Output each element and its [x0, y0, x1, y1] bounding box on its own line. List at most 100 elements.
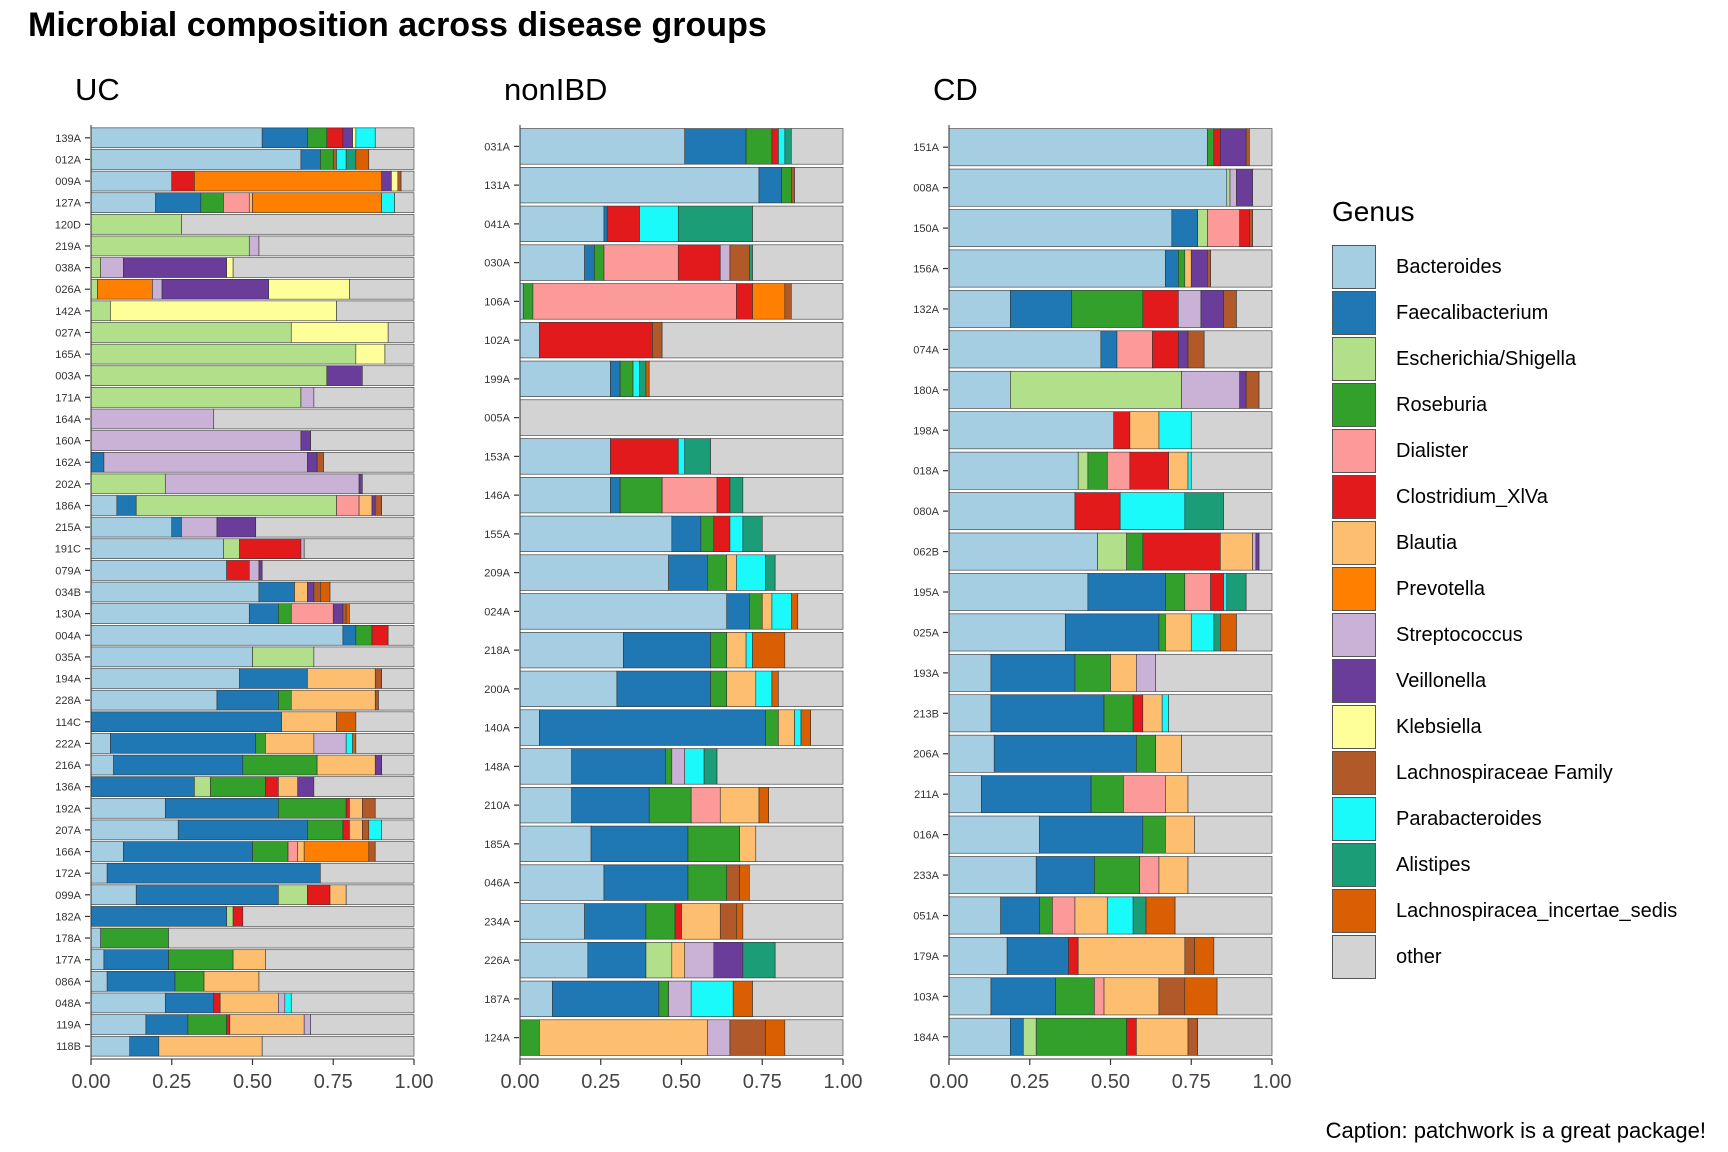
bar-segment — [948, 532, 1098, 571]
bar-segment — [90, 1035, 131, 1057]
bar-segment — [313, 581, 321, 603]
bar-segment — [752, 283, 786, 320]
bar-segment — [345, 733, 353, 754]
bar-segment — [90, 170, 173, 192]
bar-segment — [278, 884, 308, 906]
y-tick-label: 114C — [56, 717, 82, 729]
bar-segment — [1220, 532, 1253, 571]
y-tick-label: 025A — [913, 627, 939, 639]
bar-segment — [90, 322, 292, 343]
bar-segment — [729, 244, 750, 281]
bar-segment — [248, 560, 260, 581]
bar-segment — [765, 1019, 786, 1056]
bar-segment — [194, 170, 382, 192]
bar-segment — [90, 603, 250, 624]
bar-segment — [1094, 856, 1140, 894]
bar-segment-other — [749, 864, 844, 901]
bar-segment — [781, 167, 792, 204]
bar-segment — [164, 473, 360, 495]
bar-segment — [1094, 977, 1105, 1016]
bar-segment — [948, 492, 1076, 531]
bar-segment — [90, 214, 182, 235]
bar-segment-other — [349, 278, 415, 300]
bar-segment — [90, 192, 156, 213]
bar-segment — [948, 168, 1228, 207]
bar-segment — [713, 515, 731, 552]
bar-segment — [948, 856, 1037, 894]
bar-segment — [1052, 896, 1076, 935]
y-tick-label: 185A — [484, 839, 510, 851]
bar-segment — [551, 980, 660, 1017]
bar-segment — [784, 283, 792, 320]
bar-segment — [1236, 168, 1253, 207]
bar-segment — [219, 992, 279, 1014]
bar-segment — [232, 906, 244, 927]
y-tick-label: 228A — [55, 695, 81, 707]
bar-segment — [519, 205, 605, 243]
bar-segment — [519, 1019, 540, 1056]
bar-segment — [303, 1014, 311, 1035]
bar-segment — [100, 927, 169, 949]
bar-segment — [316, 754, 376, 776]
bar-segment — [171, 516, 182, 538]
bar-segment — [1145, 896, 1176, 935]
y-tick-label: 210A — [484, 800, 510, 812]
bar-segment — [307, 451, 318, 473]
bar-segment-other — [1190, 411, 1273, 450]
legend-item: Lachnospiracea_incertae_sedis — [1332, 888, 1677, 934]
bar-segment-other — [258, 971, 415, 992]
y-tick-label: 171A — [55, 392, 81, 404]
y-tick-label: 164A — [55, 414, 81, 426]
legend-item: Streptococcus — [1332, 612, 1677, 658]
bar-segment — [519, 631, 624, 669]
bar-segment — [1181, 370, 1241, 409]
x-tick-label: 0.50 — [233, 1071, 272, 1093]
bar-segment — [1110, 653, 1137, 692]
bar-segment-other — [303, 538, 415, 559]
bar-segment-other — [394, 192, 415, 213]
legend-item: other — [1332, 934, 1677, 980]
bar-segment — [539, 709, 766, 746]
bar-segment — [374, 689, 379, 711]
bar-segment-other — [1187, 775, 1273, 814]
bar-segment-other — [374, 841, 415, 862]
bar-segment-other — [1194, 815, 1273, 854]
bar-segment — [307, 581, 315, 603]
y-tick-label: 062B — [913, 547, 939, 559]
legend-label: Blautia — [1396, 531, 1458, 554]
y-tick-label: 222A — [55, 738, 81, 750]
bar-segment — [1113, 411, 1131, 450]
bar-segment — [242, 754, 318, 776]
bar-segment-other — [1216, 977, 1273, 1016]
bar-segment — [284, 992, 292, 1014]
legend-swatch — [1332, 659, 1376, 703]
bar-segment — [519, 980, 553, 1017]
legend-item: Dialister — [1332, 428, 1677, 474]
legend-label: other — [1396, 945, 1442, 968]
bar-segment-other — [368, 149, 415, 170]
bar-segment — [1087, 451, 1108, 490]
bar-segment — [619, 476, 663, 514]
legend-label: Lachnospiracea_incertae_sedis — [1396, 899, 1678, 922]
bar-segment — [110, 300, 337, 322]
bar-segment-other — [752, 244, 844, 281]
bar-segment — [374, 495, 382, 516]
bar-segment — [719, 244, 731, 281]
bar-segment — [90, 495, 118, 516]
bar-segment-other — [355, 733, 415, 754]
legend-label: Dialister — [1396, 439, 1469, 462]
bar-segment-other — [261, 1035, 415, 1057]
bar-segment-other — [742, 476, 844, 514]
bar-segment — [619, 360, 634, 397]
bar-segment — [1226, 573, 1247, 611]
bar-segment — [1087, 573, 1166, 611]
panel-uc: 139A 012A 009A 127A 120D 219A 038A 026A 142A 027A… — [55, 125, 433, 1093]
bar-segment — [716, 476, 731, 514]
bar-segment — [648, 786, 692, 824]
y-tick-label: 207A — [55, 825, 81, 837]
bar-segment — [736, 554, 766, 591]
bar-segment — [645, 360, 650, 397]
bar-segment — [90, 668, 240, 689]
bar-segment — [1213, 613, 1221, 652]
